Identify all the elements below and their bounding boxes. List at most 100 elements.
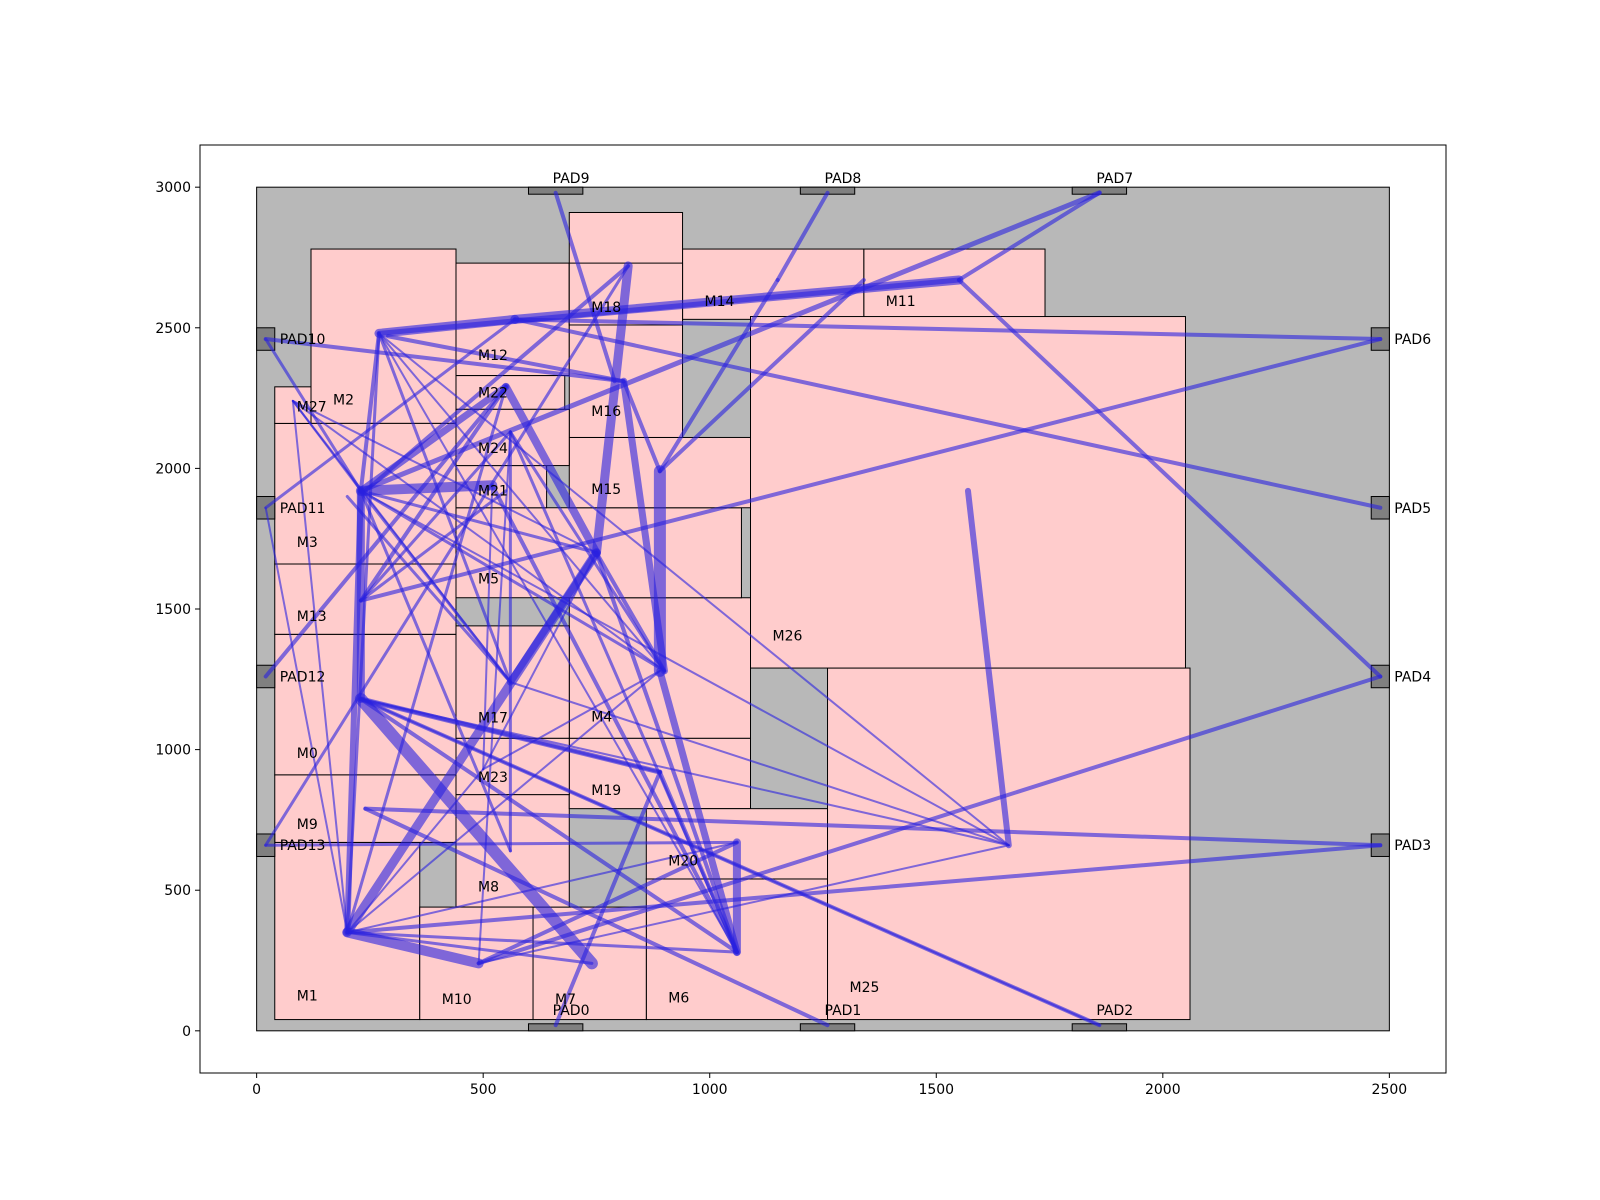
pad-label: PAD7 xyxy=(1096,171,1133,187)
net-line xyxy=(490,483,739,955)
net-line xyxy=(956,190,1102,282)
net-line xyxy=(291,399,598,554)
module-label: M17 xyxy=(478,711,508,727)
net-line xyxy=(363,806,830,1028)
y-tick-label: 2000 xyxy=(155,461,191,477)
net-line xyxy=(359,489,508,603)
pad-label: PAD5 xyxy=(1394,501,1431,517)
pad-label: PAD1 xyxy=(825,1003,862,1019)
net-line xyxy=(359,489,666,673)
x-tick-label: 1000 xyxy=(692,1082,728,1098)
net-line xyxy=(482,484,494,771)
y-tick-label: 500 xyxy=(164,883,191,899)
pad-label: PAD13 xyxy=(280,838,326,854)
module-label: M3 xyxy=(297,535,318,551)
net-line xyxy=(591,261,633,558)
net-line xyxy=(346,768,485,934)
net-line xyxy=(657,277,780,474)
net-line xyxy=(264,317,517,510)
net-line xyxy=(359,489,1010,847)
net-line xyxy=(501,382,601,557)
module-label: M14 xyxy=(705,294,735,310)
net-line xyxy=(482,669,661,771)
module-label: M13 xyxy=(297,609,327,625)
module-label: M20 xyxy=(668,853,698,869)
net-line xyxy=(345,385,508,934)
pad-label: PAD2 xyxy=(1096,1003,1133,1019)
net-line xyxy=(291,399,349,934)
x-tick-label: 2000 xyxy=(1145,1082,1181,1098)
net-line xyxy=(358,384,508,603)
module-label: M24 xyxy=(478,441,508,457)
module-label: M7 xyxy=(555,992,576,1008)
net-line xyxy=(775,190,830,282)
net-line xyxy=(359,430,512,603)
module-label: M2 xyxy=(333,393,354,409)
net-line xyxy=(956,277,1383,679)
net-line xyxy=(510,275,964,324)
module-label: M15 xyxy=(591,482,621,498)
net-line xyxy=(964,487,1012,849)
module-label: M27 xyxy=(297,400,327,416)
net-line xyxy=(377,332,738,954)
net-line xyxy=(342,548,601,937)
net-line xyxy=(477,844,1010,965)
net-line xyxy=(656,667,741,956)
net-line xyxy=(512,317,1383,342)
net-line xyxy=(357,383,510,495)
module-label: M25 xyxy=(850,980,880,996)
module-label: M21 xyxy=(478,484,508,500)
module-label: M10 xyxy=(442,992,472,1008)
module-label: M4 xyxy=(591,709,612,725)
pad-label: PAD4 xyxy=(1394,669,1431,685)
module-label: M19 xyxy=(591,783,621,799)
net-line xyxy=(363,806,1383,848)
net-line xyxy=(512,317,1383,510)
net-line xyxy=(264,506,349,934)
pad-label: PAD9 xyxy=(553,171,590,187)
net-line xyxy=(342,927,484,969)
net-line xyxy=(358,696,739,955)
net-line xyxy=(345,930,594,965)
module-label: M16 xyxy=(591,404,621,420)
module-label: M22 xyxy=(478,386,508,402)
module-label: M26 xyxy=(773,628,803,644)
x-tick-label: 0 xyxy=(252,1082,261,1098)
net-line xyxy=(594,550,739,955)
module-label: M5 xyxy=(478,571,499,587)
module-label: M6 xyxy=(668,991,689,1007)
pad-label: PAD6 xyxy=(1394,332,1431,348)
pad-label: PAD12 xyxy=(280,669,326,685)
module-label: M9 xyxy=(297,817,318,833)
net-line xyxy=(264,840,739,847)
net-line xyxy=(263,384,508,679)
net-line xyxy=(377,332,1010,847)
net-line xyxy=(346,841,738,934)
pad-label: PAD8 xyxy=(825,171,862,187)
module-label: M11 xyxy=(886,294,916,310)
x-tick-label: 500 xyxy=(470,1082,497,1098)
y-tick-label: 1000 xyxy=(155,743,191,759)
y-tick-label: 2500 xyxy=(155,321,191,337)
pad-label: PAD10 xyxy=(280,332,326,348)
net-line xyxy=(386,334,626,384)
pad-label: PAD11 xyxy=(280,501,326,517)
net-line xyxy=(482,551,598,771)
module-label: M8 xyxy=(478,879,499,895)
module-label: M23 xyxy=(478,770,508,786)
x-tick-label: 2500 xyxy=(1372,1082,1408,1098)
net-line xyxy=(359,489,512,853)
y-tick-label: 0 xyxy=(182,1024,191,1040)
net-line xyxy=(621,379,662,474)
net-line xyxy=(358,331,381,493)
net-line xyxy=(291,399,666,672)
net-line xyxy=(354,692,598,970)
y-tick-label: 1500 xyxy=(155,602,191,618)
net-line xyxy=(355,480,498,496)
x-tick-label: 1500 xyxy=(918,1082,954,1098)
module-label: M18 xyxy=(591,300,621,316)
net-line xyxy=(291,399,512,684)
net-line xyxy=(263,337,626,384)
net-line xyxy=(553,770,662,1028)
